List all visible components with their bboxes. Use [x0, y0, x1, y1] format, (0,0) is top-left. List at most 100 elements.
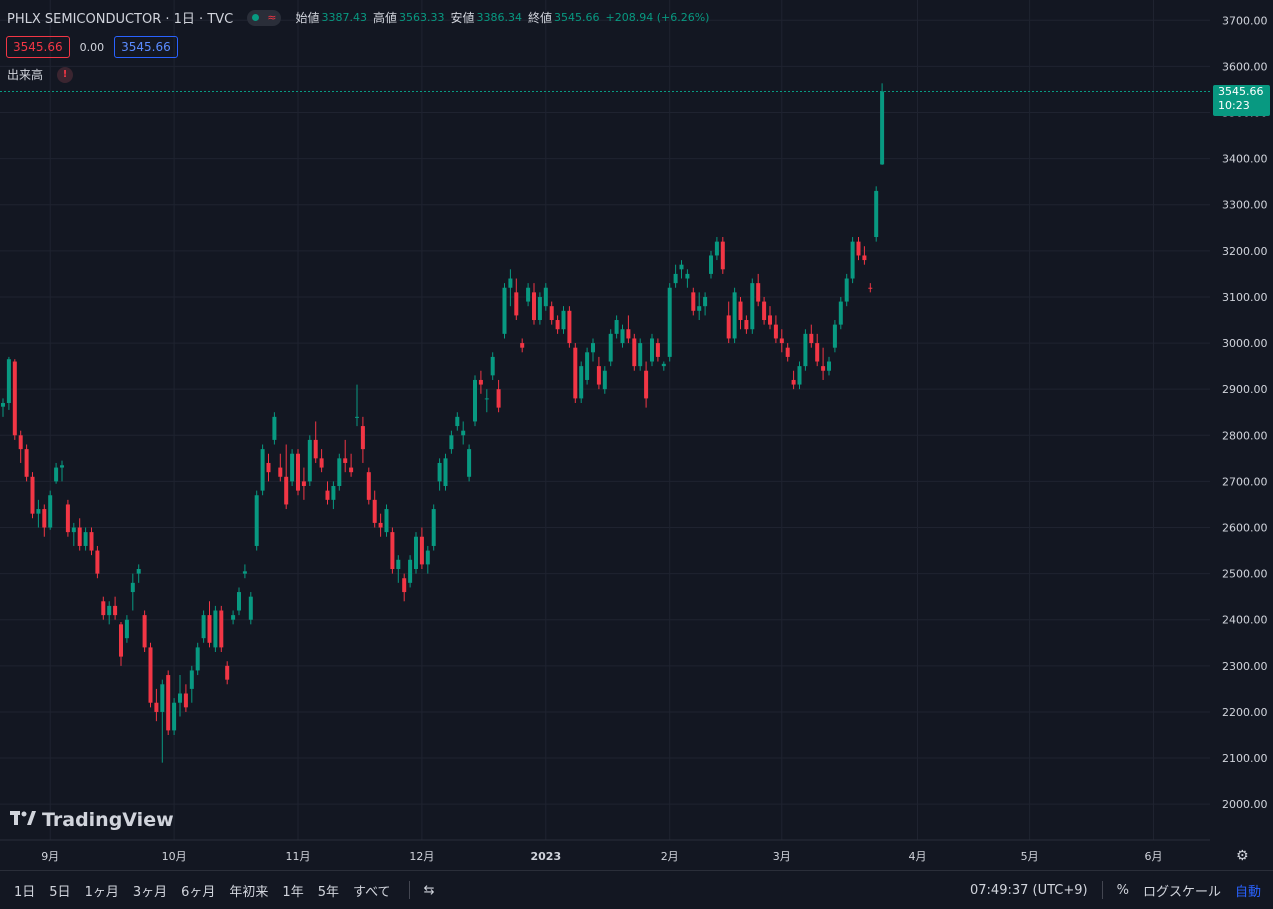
range-5d-button[interactable]: 5日 — [49, 884, 71, 900]
candle-body — [614, 320, 619, 334]
candle-body — [868, 287, 873, 289]
candle-body — [290, 453, 295, 482]
candle-body — [862, 255, 867, 261]
bid-ask-row: 3545.66 0.00 3545.66 — [6, 36, 178, 58]
x-tick-label: 9月 — [41, 850, 59, 863]
y-tick-label: 3300.00 — [1222, 199, 1268, 212]
candle-body — [248, 596, 253, 620]
candle-body — [278, 467, 283, 477]
candle-body — [414, 536, 418, 570]
buy-button[interactable]: 3545.66 — [114, 36, 178, 58]
candle-body — [48, 495, 53, 528]
candle-body — [785, 347, 790, 357]
candle-body — [384, 509, 389, 533]
candle-body — [54, 467, 59, 482]
candle-body — [573, 347, 578, 399]
candle-body — [779, 338, 784, 344]
candle-body — [638, 343, 643, 367]
range-1y-button[interactable]: 1年 — [282, 884, 304, 900]
warning-icon[interactable]: ! — [57, 66, 74, 83]
candle-body — [473, 379, 477, 422]
candle-body — [1, 403, 5, 407]
close-label: 終値 — [528, 11, 553, 25]
candle-body — [307, 439, 312, 482]
candle-body — [284, 476, 289, 505]
candle-body — [685, 273, 690, 279]
candle-body — [502, 287, 507, 334]
candle-body — [720, 241, 725, 270]
range-3m-button[interactable]: 3ヶ月 — [132, 884, 168, 900]
candle-body — [30, 476, 35, 514]
candle-body — [272, 416, 277, 440]
candle-body — [679, 264, 684, 270]
auto-scale-toggle[interactable]: 自動 — [1234, 884, 1261, 900]
tradingview-logo-text: TradingView — [42, 809, 174, 831]
clock-timezone[interactable]: 07:49:37 (UTC+9) — [970, 882, 1088, 898]
tradingview-logo[interactable]: TradingView — [10, 809, 174, 831]
compare-range-icon[interactable]: ⇆ — [423, 882, 435, 898]
range-1d-button[interactable]: 1日 — [14, 884, 36, 900]
candle-body — [579, 366, 584, 399]
sell-button[interactable]: 3545.66 — [6, 36, 70, 58]
candle-body — [762, 301, 767, 321]
volume-label[interactable]: 出来高 — [7, 68, 44, 82]
toolbar-divider — [408, 881, 410, 899]
candle-body — [113, 605, 118, 616]
candle-body — [343, 458, 348, 463]
candle-body — [337, 458, 342, 487]
market-status-indicator[interactable]: ≈ — [247, 9, 282, 26]
range-all-button[interactable]: すべて — [352, 884, 391, 900]
candle-body — [591, 343, 595, 353]
time-axis[interactable]: 9月 10月 11月 12月 2023 2月 3月 4月 5月 6月 — [41, 850, 1162, 863]
candle-body — [880, 91, 885, 165]
tradingview-logo-icon — [10, 809, 36, 831]
candle-body — [242, 571, 247, 574]
candle-body — [237, 592, 241, 611]
current-price-value: 3545.66 — [1218, 85, 1264, 98]
symbol-title[interactable]: PHLX SEMICONDUCTOR · 1日 · TVC — [7, 12, 234, 27]
candle-body — [119, 624, 123, 657]
range-5y-button[interactable]: 5年 — [317, 884, 339, 900]
range-ytd-button[interactable]: 年初来 — [229, 884, 269, 900]
range-6m-button[interactable]: 6ヶ月 — [181, 884, 216, 900]
x-tick-label: 12月 — [409, 850, 434, 863]
candle-body — [750, 283, 755, 330]
candle-body — [89, 532, 94, 551]
candle-body — [520, 343, 525, 348]
candle-body — [543, 287, 548, 307]
log-scale-toggle[interactable]: ログスケール — [1142, 884, 1221, 900]
range-1m-button[interactable]: 1ヶ月 — [84, 884, 119, 900]
candle-body — [661, 363, 666, 367]
candle-body — [136, 569, 141, 574]
x-tick-label: 3月 — [773, 850, 791, 863]
candle-body — [709, 255, 713, 274]
bottom-toolbar: 1日 5日 1ヶ月 3ヶ月 6ヶ月 年初来 1年 5年 すべて ⇆ 07:49:… — [0, 870, 1273, 909]
candle-body — [95, 550, 100, 574]
close-value: 3545.66 — [554, 11, 600, 24]
candle-body — [744, 320, 749, 330]
chart-settings-gear-icon[interactable]: ⚙ — [1236, 848, 1249, 864]
candle-body — [36, 509, 41, 514]
candle-body — [478, 379, 483, 385]
candle-body — [355, 416, 359, 418]
percent-scale-toggle[interactable]: % — [1116, 882, 1129, 898]
candle-body — [815, 343, 820, 362]
candle-body — [827, 361, 831, 371]
candle-body — [130, 582, 135, 593]
candle-body — [443, 458, 448, 487]
x-tick-label: 4月 — [909, 850, 927, 863]
candle-body — [791, 379, 796, 385]
candle-body — [620, 329, 625, 344]
candle-body — [461, 430, 466, 436]
y-tick-label: 2000.00 — [1222, 798, 1268, 811]
toolbar-divider-right — [1101, 881, 1103, 899]
candle-body — [832, 324, 837, 348]
chart-legend: PHLX SEMICONDUCTOR · 1日 · TVC ≈ 始値 3387.… — [7, 8, 715, 27]
y-tick-label: 2300.00 — [1222, 660, 1268, 673]
candle-body — [490, 356, 495, 376]
candle-body — [101, 601, 106, 616]
candle-body — [65, 504, 70, 533]
price-axis[interactable]: 3700.003600.003500.003400.003300.003200.… — [1222, 14, 1268, 811]
candle-body — [366, 472, 371, 500]
